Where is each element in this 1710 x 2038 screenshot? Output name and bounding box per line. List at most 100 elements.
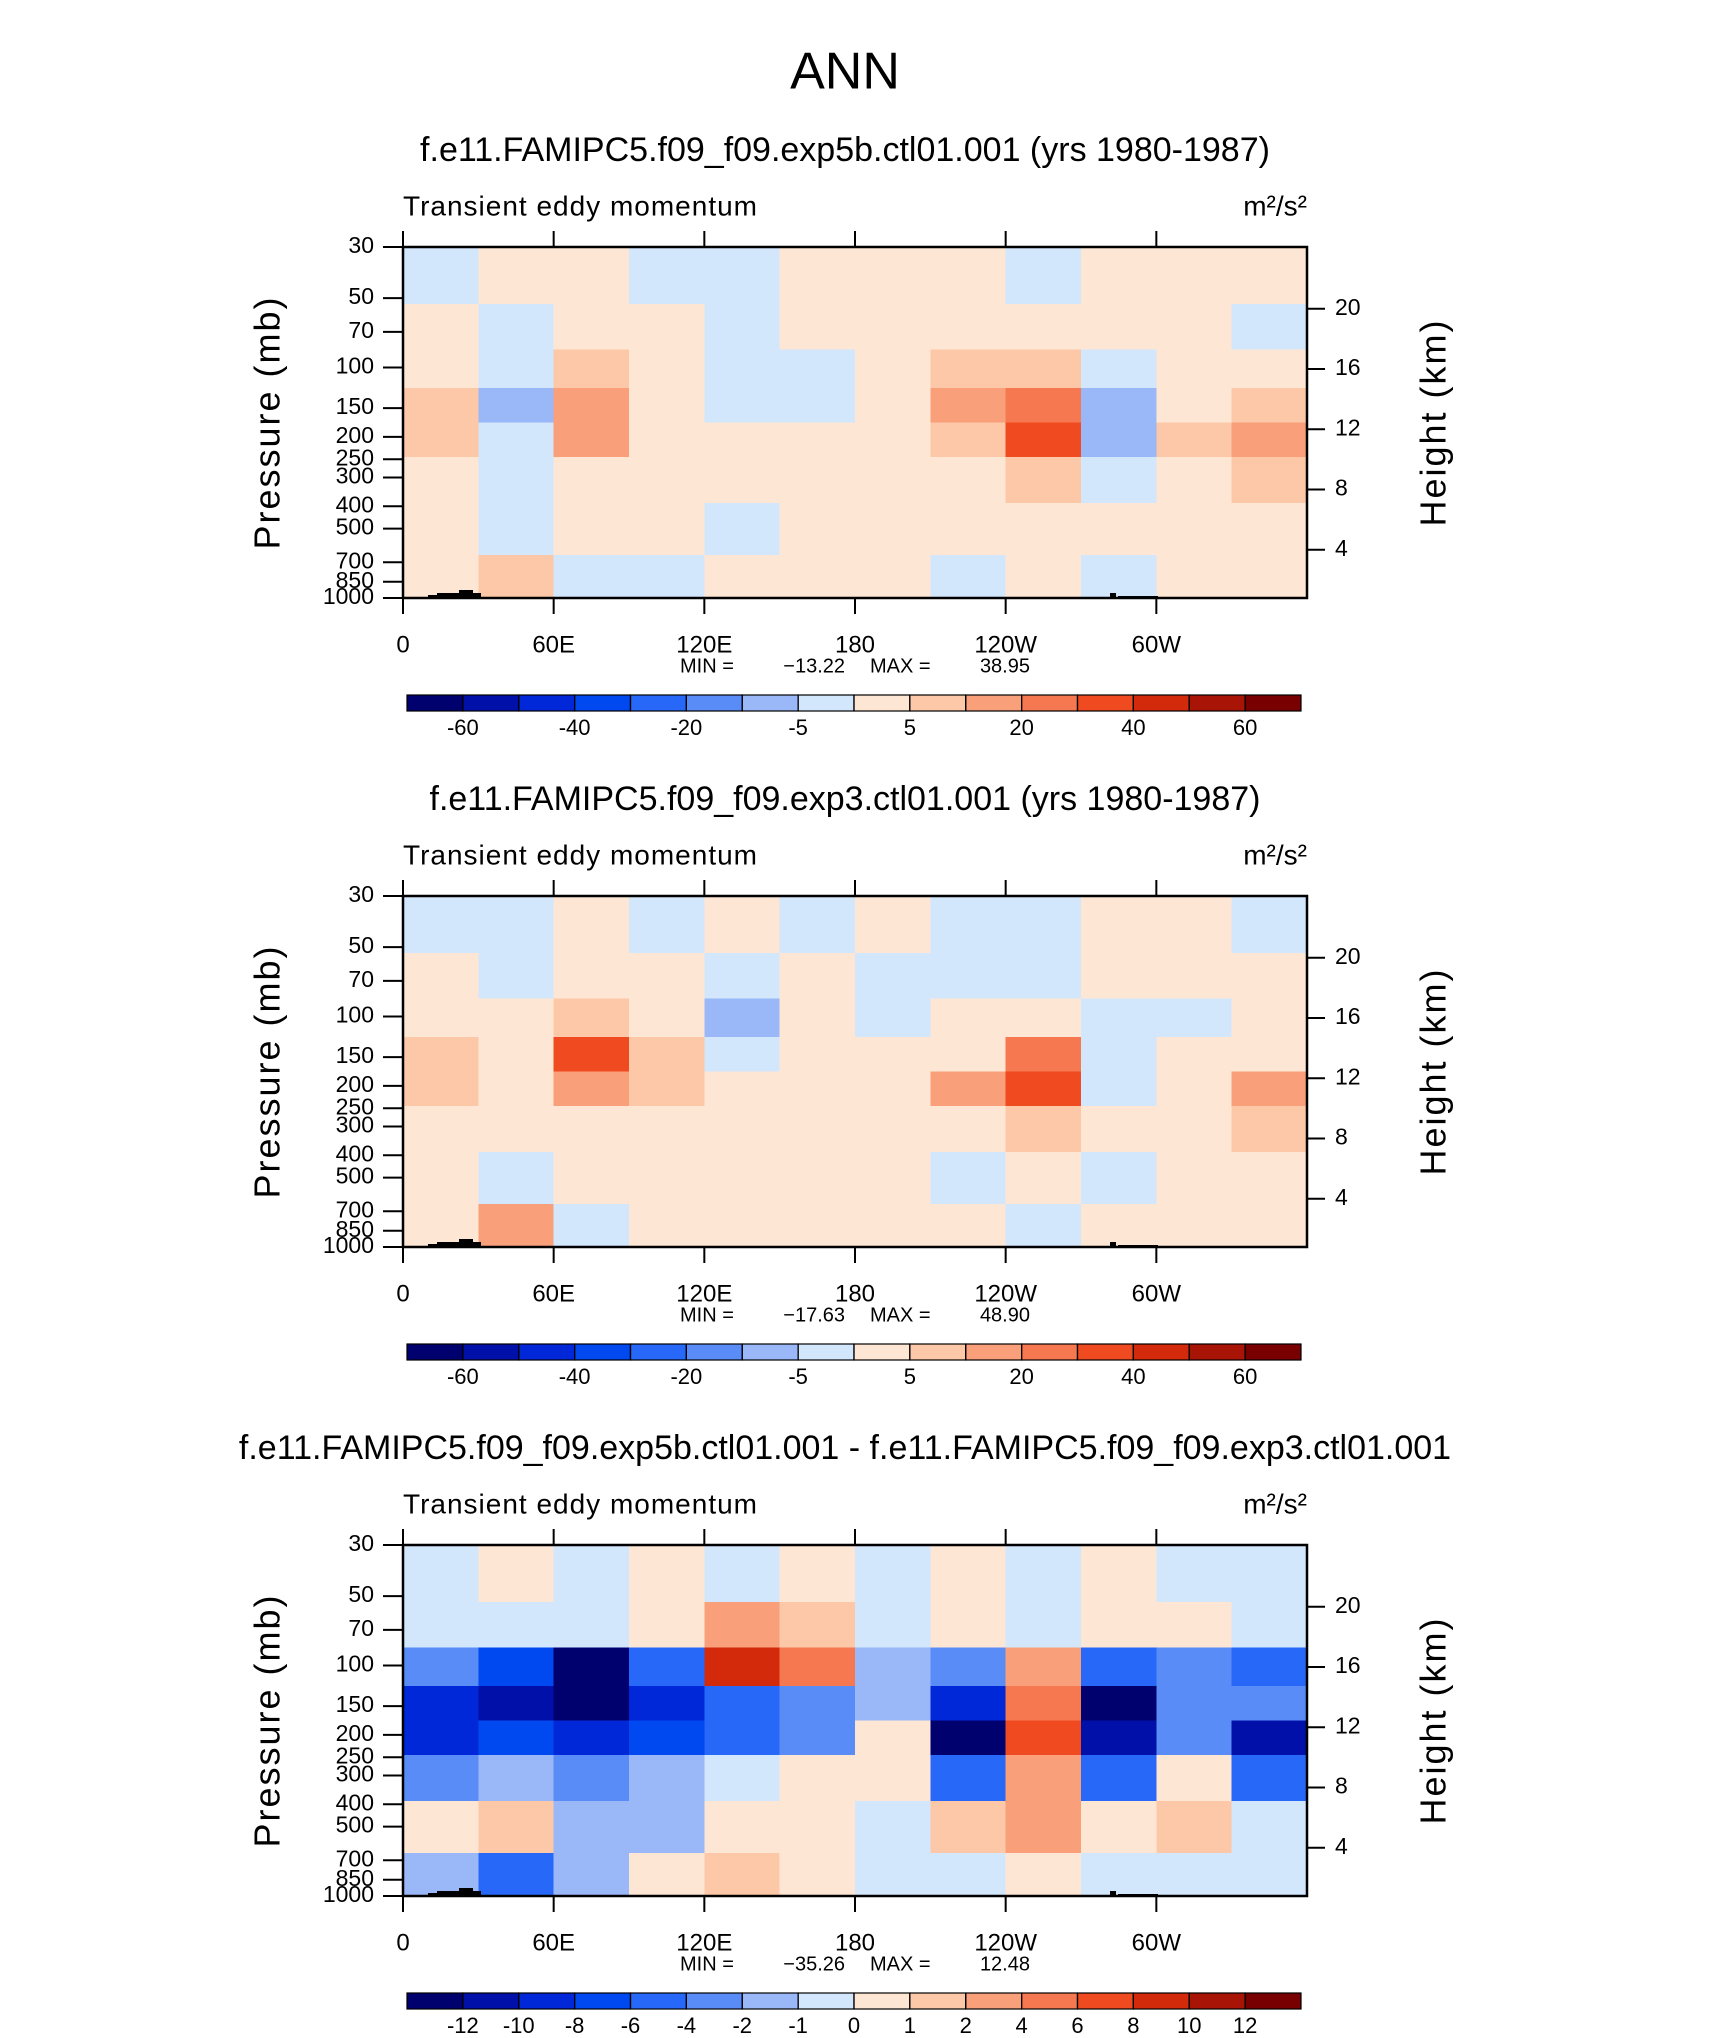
y-tick-label: 100 [336, 1651, 374, 1677]
colorbar-label: -1 [788, 2013, 808, 2038]
colorbar-box [518, 1992, 576, 2010]
contour-cell [1005, 998, 1082, 1038]
contour-cell [704, 303, 781, 351]
colorbar-box [853, 1343, 911, 1361]
topography [428, 595, 437, 598]
contour-cell [1156, 387, 1233, 423]
contour-cell [704, 1036, 781, 1072]
colorbar-box [406, 1343, 464, 1361]
contour-cell [1005, 1685, 1082, 1721]
contour-cell [779, 1720, 856, 1756]
y-tick-label: 400 [336, 1140, 374, 1166]
contour-cell [1081, 349, 1157, 389]
contour-cell [930, 422, 1007, 458]
contour-cell [553, 1036, 630, 1072]
contour-cell [855, 1853, 931, 1897]
contour-cell [1231, 1801, 1308, 1854]
x-tick-label: 180 [835, 631, 875, 658]
contour-cell [855, 1036, 931, 1072]
contour-cell [553, 1071, 630, 1107]
contour-cell [629, 1106, 705, 1153]
colorbar-label: 2 [960, 2013, 972, 2038]
right-string: m²/s² [1243, 190, 1307, 221]
contour-cell [1156, 1801, 1233, 1854]
contour-cell [855, 952, 931, 1000]
contour-cell [704, 247, 781, 305]
colorbar-box [406, 1992, 464, 2010]
stat-value: −17.63 [783, 1304, 845, 1326]
topography [1110, 593, 1116, 598]
contour-cell [553, 1545, 630, 1603]
contour-cell [403, 1106, 479, 1153]
contour-cell [403, 1647, 479, 1687]
contour-cell [930, 952, 1007, 1000]
contour-cell [779, 952, 856, 1000]
colorbar-label: 60 [1233, 1364, 1257, 1389]
x-tick-label: 60W [1132, 631, 1182, 658]
colorbar-box [1188, 1992, 1246, 2010]
contour-cell [403, 1601, 479, 1649]
contour-cell [1005, 1036, 1082, 1072]
contour-cell [1156, 303, 1233, 351]
contour-cell [855, 1106, 931, 1153]
contour-cell [930, 1106, 1007, 1153]
contour-cell [553, 1720, 630, 1756]
contour-cell [629, 247, 705, 305]
contour-cell [1156, 952, 1233, 1000]
contour-cell [1081, 1647, 1157, 1687]
y-tick-label: 50 [348, 1581, 374, 1607]
colorbar-box [1132, 1992, 1190, 2010]
topography [473, 1242, 481, 1247]
contour-cell [855, 422, 931, 458]
contour-cell [1081, 1106, 1157, 1153]
x-tick-label: 120W [974, 1280, 1037, 1307]
y-tick-label: 400 [336, 491, 374, 517]
contour-cell [629, 1071, 705, 1107]
y-tick-label: 300 [336, 1761, 374, 1787]
contour-cell [779, 1601, 856, 1649]
colorbar-box [1244, 1343, 1302, 1361]
y-tick-label: 700 [336, 1845, 374, 1871]
contour-cell [855, 1685, 931, 1721]
contour-cell [478, 1720, 555, 1756]
contour-cell [930, 247, 1007, 305]
contour-cell [1005, 303, 1082, 351]
contour-cell [855, 1647, 931, 1687]
contour-cell [629, 349, 705, 389]
contour-field [403, 896, 1308, 1248]
y-tick-label: 250 [336, 444, 374, 470]
stat-name: MAX = [870, 1304, 931, 1326]
contour-cell [553, 303, 630, 351]
y-tick-label: 1000 [323, 1232, 374, 1258]
contour-cell [1081, 1685, 1157, 1721]
contour-field [403, 247, 1308, 599]
contour-cell [403, 503, 479, 556]
contour-cell [855, 1601, 931, 1649]
y2-tick-label: 16 [1335, 354, 1361, 380]
contour-cell [704, 1685, 781, 1721]
contour-cell [855, 1801, 931, 1854]
x-tick-label: 120W [974, 1929, 1037, 1956]
y-tick-label: 850 [336, 1216, 374, 1242]
contour-cell [1156, 1601, 1233, 1649]
contour-cell [1081, 247, 1157, 305]
colorbar-label: 0 [848, 2013, 860, 2038]
contour-cell [855, 1720, 931, 1756]
contour-cell [403, 1036, 479, 1072]
colorbar-label: -4 [677, 2013, 697, 2038]
x-tick-label: 180 [835, 1929, 875, 1956]
contour-cell [553, 896, 630, 954]
contour-cell [930, 1647, 1007, 1687]
contour-cell [779, 1801, 856, 1854]
contour-cell [1005, 896, 1082, 954]
contour-cell [478, 1685, 555, 1721]
contour-cell [779, 1106, 856, 1153]
colorbar-box [629, 1343, 687, 1361]
contour-cell [1156, 422, 1233, 458]
contour-cell [1231, 1853, 1308, 1897]
colorbar-box [629, 1992, 687, 2010]
x-tick-label: 60E [532, 1929, 575, 1956]
contour-cell [403, 1685, 479, 1721]
y-tick-label: 250 [336, 1742, 374, 1768]
contour-cell [930, 303, 1007, 351]
